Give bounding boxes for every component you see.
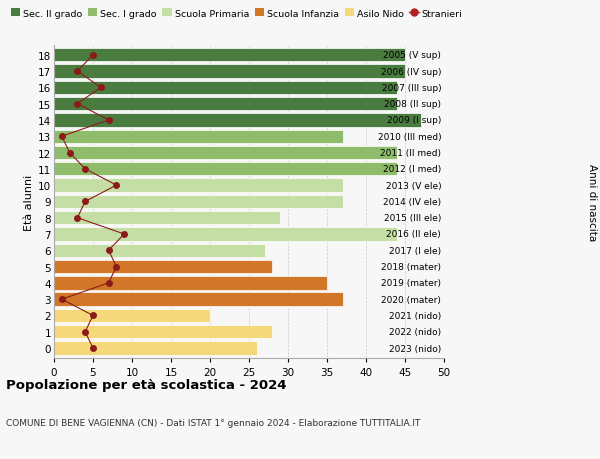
Bar (54, 260, 272, 274)
Bar (54, 146, 397, 160)
Legend: Sec. II grado, Sec. I grado, Scuola Primaria, Scuola Infanzia, Asilo Nido, Stran: Sec. II grado, Sec. I grado, Scuola Prim… (11, 9, 463, 18)
Bar (54, 325, 272, 339)
Point (57, 296, 67, 303)
Bar (54, 130, 343, 144)
Bar (54, 114, 421, 127)
Text: Popolazione per età scolastica - 2024: Popolazione per età scolastica - 2024 (6, 379, 287, 392)
Point (104, 117, 113, 124)
Point (104, 280, 113, 287)
Bar (54, 65, 405, 78)
Bar (54, 179, 343, 192)
Bar (54, 277, 327, 290)
Bar (54, 341, 257, 355)
Text: Anni di nascita: Anni di nascita (587, 163, 597, 241)
Point (112, 182, 121, 190)
Point (104, 247, 113, 254)
Point (80, 166, 90, 173)
Text: COMUNE DI BENE VAGIENNA (CN) - Dati ISTAT 1° gennaio 2024 - Elaborazione TUTTITA: COMUNE DI BENE VAGIENNA (CN) - Dati ISTA… (6, 418, 421, 427)
Bar (54, 163, 397, 176)
Point (73, 214, 82, 222)
Point (73, 68, 82, 76)
Y-axis label: Età alunni: Età alunni (24, 174, 34, 230)
Point (88, 52, 98, 59)
Point (112, 263, 121, 271)
Point (57, 133, 67, 140)
Bar (54, 212, 280, 225)
Point (80, 328, 90, 336)
Bar (54, 293, 343, 306)
Point (88, 345, 98, 352)
Point (96, 84, 106, 92)
Bar (54, 228, 397, 241)
Point (80, 198, 90, 206)
Bar (54, 82, 397, 95)
Bar (54, 244, 265, 257)
Bar (54, 309, 210, 322)
Bar (54, 49, 405, 62)
Point (119, 231, 129, 238)
Point (73, 101, 82, 108)
Point (65, 150, 74, 157)
Point (88, 312, 98, 319)
Bar (54, 195, 343, 209)
Bar (54, 98, 397, 111)
